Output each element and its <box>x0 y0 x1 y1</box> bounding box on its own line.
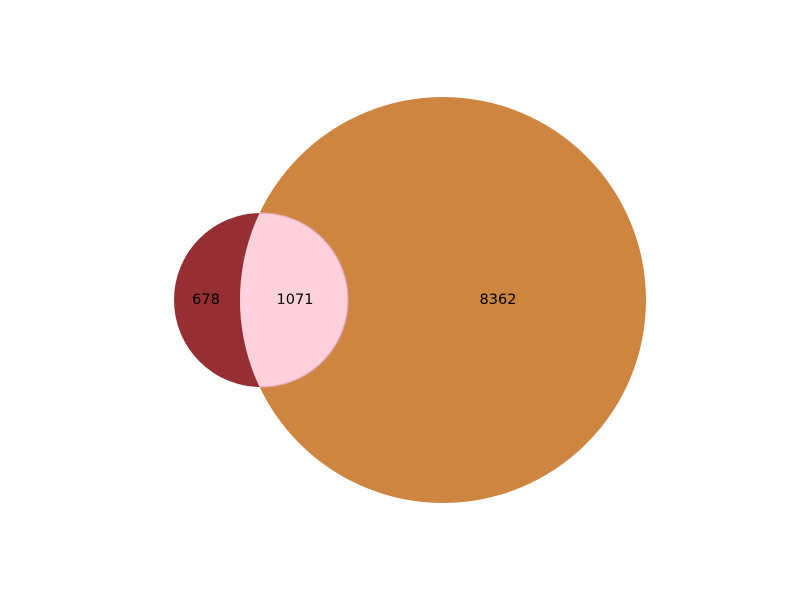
intersection-count: 1071 <box>277 292 314 308</box>
intersection-outline <box>240 212 349 388</box>
right-only-count: 8362 <box>480 292 517 308</box>
set-b-circle <box>240 97 646 503</box>
left-only-count: 678 <box>192 292 220 308</box>
